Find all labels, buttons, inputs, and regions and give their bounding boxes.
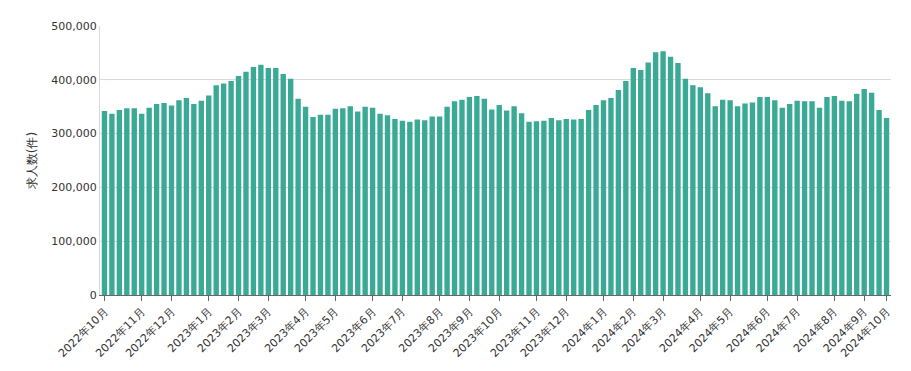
svg-text:2023年2月: 2023年2月 xyxy=(195,306,244,355)
svg-text:2024年5月: 2024年5月 xyxy=(687,306,736,355)
svg-text:2024年10月: 2024年10月 xyxy=(838,306,892,360)
svg-text:2023年9月: 2023年9月 xyxy=(426,306,475,355)
svg-text:求人数(件): 求人数(件) xyxy=(25,132,39,189)
svg-text:2022年10月: 2022年10月 xyxy=(56,306,110,360)
svg-text:0: 0 xyxy=(90,289,97,302)
svg-text:200,000: 200,000 xyxy=(51,181,97,194)
svg-text:2023年4月: 2023年4月 xyxy=(262,306,311,355)
svg-text:2024年4月: 2024年4月 xyxy=(657,306,706,355)
svg-text:100,000: 100,000 xyxy=(51,235,97,248)
svg-text:500,000: 500,000 xyxy=(51,20,97,33)
svg-text:300,000: 300,000 xyxy=(51,127,97,140)
svg-text:2023年10月: 2023年10月 xyxy=(451,306,505,360)
svg-text:400,000: 400,000 xyxy=(51,74,97,87)
svg-text:2024年8月: 2024年8月 xyxy=(791,306,840,355)
svg-text:2023年11月: 2023年11月 xyxy=(488,306,542,360)
svg-text:2024年2月: 2024年2月 xyxy=(590,306,639,355)
svg-text:2022年12月: 2022年12月 xyxy=(123,306,177,360)
svg-text:2023年3月: 2023年3月 xyxy=(225,306,274,355)
svg-text:2022年11月: 2022年11月 xyxy=(93,306,147,360)
svg-text:2024年1月: 2024年1月 xyxy=(560,306,609,355)
svg-text:2023年12月: 2023年12月 xyxy=(518,306,572,360)
svg-text:2023年6月: 2023年6月 xyxy=(329,306,378,355)
svg-text:2024年6月: 2024年6月 xyxy=(724,306,773,355)
svg-text:2023年8月: 2023年8月 xyxy=(396,306,445,355)
svg-text:2023年7月: 2023年7月 xyxy=(359,306,408,355)
svg-text:2023年1月: 2023年1月 xyxy=(165,306,214,355)
svg-text:2024年7月: 2024年7月 xyxy=(754,306,803,355)
svg-text:2023年5月: 2023年5月 xyxy=(292,306,341,355)
svg-text:2024年9月: 2024年9月 xyxy=(821,306,870,355)
svg-text:2024年3月: 2024年3月 xyxy=(620,306,669,355)
